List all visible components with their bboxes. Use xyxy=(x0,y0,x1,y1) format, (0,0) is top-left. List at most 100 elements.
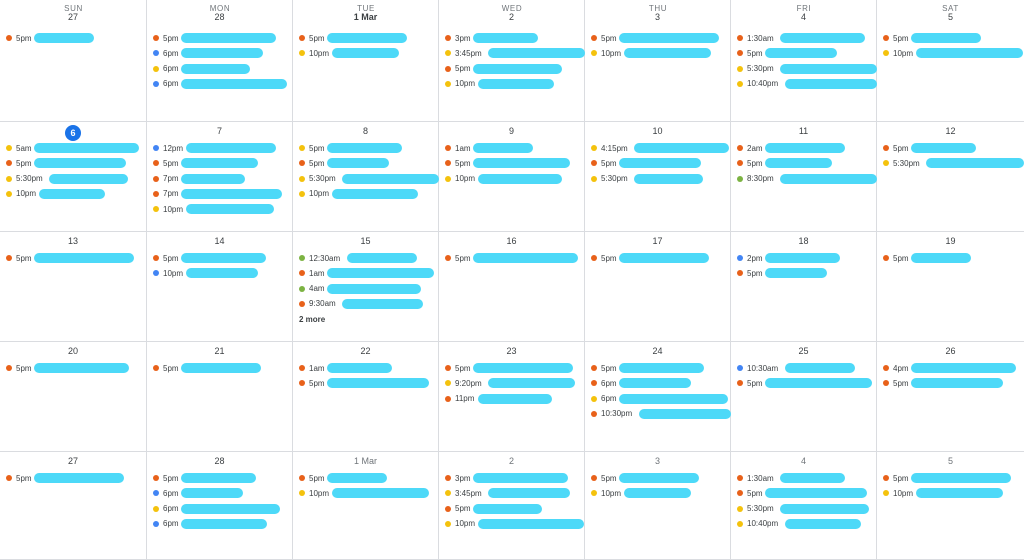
today-date-number[interactable]: 6 xyxy=(0,125,146,141)
date-number[interactable]: 13 xyxy=(0,235,146,247)
day-cell[interactable]: 7 12pm 5pm 7pm 7pm 10pm xyxy=(147,122,293,232)
calendar-event[interactable]: 6pm xyxy=(153,46,290,60)
day-cell[interactable]: 4 1:30am 5pm 5:30pm 10:40pm xyxy=(731,452,877,560)
day-cell[interactable]: 17 5pm xyxy=(585,232,731,342)
calendar-event[interactable]: 5:30pm xyxy=(299,172,439,186)
calendar-event[interactable]: 5pm xyxy=(883,251,1022,265)
calendar-event[interactable]: 10pm xyxy=(299,486,436,500)
calendar-event[interactable]: 12pm xyxy=(153,141,290,155)
calendar-event[interactable]: 5pm xyxy=(445,502,582,516)
date-number[interactable]: 4 xyxy=(731,11,876,23)
day-cell[interactable]: 19 5pm xyxy=(877,232,1024,342)
calendar-event[interactable]: 8:30pm xyxy=(737,172,877,186)
date-number[interactable]: 14 xyxy=(147,235,292,247)
date-number[interactable]: 8 xyxy=(293,125,438,137)
calendar-event[interactable]: 5pm xyxy=(6,471,144,485)
day-cell[interactable]: 21 5pm xyxy=(147,342,293,452)
date-number[interactable]: 4 xyxy=(731,455,876,467)
day-cell[interactable]: 18 2pm 5pm xyxy=(731,232,877,342)
date-number[interactable]: 16 xyxy=(439,235,584,247)
calendar-event[interactable]: 10pm xyxy=(299,46,436,60)
calendar-event[interactable]: 5pm xyxy=(445,62,582,76)
day-cell[interactable]: 22 1am 5pm xyxy=(293,342,439,452)
day-cell[interactable]: 9 1am 5pm 10pm xyxy=(439,122,585,232)
calendar-event[interactable]: 5pm xyxy=(6,251,144,265)
calendar-event[interactable]: 6pm xyxy=(153,62,290,76)
day-cell[interactable]: 27 5pm xyxy=(0,452,147,560)
calendar-event[interactable]: 5pm xyxy=(737,376,874,390)
date-number[interactable]: 3 xyxy=(585,11,730,23)
day-cell[interactable]: 16 5pm xyxy=(439,232,585,342)
calendar-event[interactable]: 5pm xyxy=(737,46,874,60)
calendar-event[interactable]: 5:30pm xyxy=(737,502,874,516)
date-number[interactable]: 11 xyxy=(731,125,876,137)
calendar-event[interactable]: 4pm xyxy=(883,361,1022,375)
date-number[interactable]: 25 xyxy=(731,345,876,357)
date-number[interactable]: 15 xyxy=(293,235,438,247)
calendar-event[interactable]: 5pm xyxy=(299,31,436,45)
calendar-event[interactable]: 6pm xyxy=(591,392,729,406)
date-number[interactable]: 2 xyxy=(439,455,584,467)
calendar-event[interactable]: 5pm xyxy=(153,361,290,375)
calendar-event[interactable]: 5pm xyxy=(737,486,874,500)
date-number[interactable]: 5 xyxy=(877,11,1024,23)
date-number[interactable]: 18 xyxy=(731,235,876,247)
calendar-event[interactable]: 10pm xyxy=(591,486,728,500)
calendar-event[interactable]: 5pm xyxy=(883,376,1022,390)
calendar-event[interactable]: 10pm xyxy=(445,172,582,186)
calendar-event[interactable]: 6pm xyxy=(153,77,290,91)
day-cell[interactable]: 27 5pm xyxy=(0,0,147,122)
calendar-event[interactable]: 5pm xyxy=(737,156,874,170)
calendar-event[interactable]: 10pm xyxy=(6,187,144,201)
calendar-event[interactable]: 5pm xyxy=(445,156,582,170)
calendar-event[interactable]: 9:30am xyxy=(299,297,436,311)
day-cell[interactable]: 8 5pm 5pm 5:30pm 10pm xyxy=(293,122,439,232)
day-cell[interactable]: 14 5pm 10pm xyxy=(147,232,293,342)
calendar-event[interactable]: 10:30pm xyxy=(591,407,731,421)
calendar-event[interactable]: 10pm xyxy=(445,517,585,531)
calendar-event[interactable]: 5:30pm xyxy=(6,172,144,186)
date-number[interactable]: 9 xyxy=(439,125,584,137)
calendar-event[interactable]: 5pm xyxy=(591,361,728,375)
day-cell[interactable]: 28 5pm 6pm 6pm 6pm xyxy=(147,452,293,560)
date-number[interactable]: 28 xyxy=(147,455,292,467)
date-number[interactable]: 28 xyxy=(147,11,292,23)
calendar-event[interactable]: 10pm xyxy=(591,46,728,60)
day-cell[interactable]: 15 12:30am 1am 4am 9:30am 2 more xyxy=(293,232,439,342)
calendar-event[interactable]: 1am xyxy=(299,266,436,280)
calendar-event[interactable]: 4:15pm xyxy=(591,141,729,155)
calendar-event[interactable]: 5:30pm xyxy=(737,62,877,76)
calendar-event[interactable]: 10:40pm xyxy=(737,517,874,531)
calendar-event[interactable]: 9:20pm xyxy=(445,376,582,390)
calendar-event[interactable]: 6pm xyxy=(153,486,290,500)
calendar-event[interactable]: 5pm xyxy=(6,31,144,45)
more-events-link[interactable]: 2 more xyxy=(299,315,326,325)
date-number[interactable]: 7 xyxy=(147,125,292,137)
calendar-event[interactable]: 10pm xyxy=(883,486,1022,500)
day-cell[interactable]: 5 5pm 10pm xyxy=(877,452,1024,560)
calendar-event[interactable]: 3:45pm xyxy=(445,486,582,500)
date-number[interactable]: 17 xyxy=(585,235,730,247)
calendar-event[interactable]: 7pm xyxy=(153,172,290,186)
calendar-event[interactable]: 2am xyxy=(737,141,874,155)
calendar-event[interactable]: 5pm xyxy=(153,471,290,485)
day-cell[interactable]: 25 10:30am 5pm xyxy=(731,342,877,452)
date-number[interactable]: 27 xyxy=(0,455,146,467)
calendar-event[interactable]: 6pm xyxy=(591,376,728,390)
day-cell[interactable]: 1 Mar 5pm 10pm xyxy=(293,0,439,122)
date-number[interactable]: 12 xyxy=(877,125,1024,137)
date-number[interactable]: 3 xyxy=(585,455,730,467)
calendar-event[interactable]: 5pm xyxy=(299,376,436,390)
calendar-event[interactable]: 6pm xyxy=(153,502,290,516)
date-number[interactable]: 5 xyxy=(877,455,1024,467)
date-number[interactable]: 20 xyxy=(0,345,146,357)
date-number[interactable]: 1 Mar xyxy=(293,455,438,467)
day-cell[interactable]: 13 5pm xyxy=(0,232,147,342)
calendar-event[interactable]: 3pm xyxy=(445,471,582,485)
calendar-event[interactable]: 5pm xyxy=(883,141,1022,155)
calendar-event[interactable]: 10pm xyxy=(883,46,1024,60)
date-number[interactable]: 23 xyxy=(439,345,584,357)
calendar-event[interactable]: 5:30pm xyxy=(883,156,1024,170)
day-cell[interactable]: 3 5pm 10pm xyxy=(585,0,731,122)
day-cell[interactable]: 11 2am 5pm 8:30pm xyxy=(731,122,877,232)
